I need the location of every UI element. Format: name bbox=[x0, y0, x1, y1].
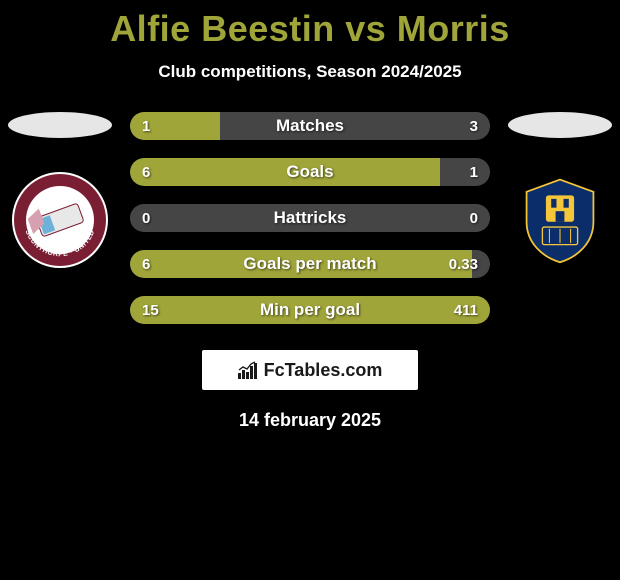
stat-label: Goals bbox=[130, 158, 490, 186]
shield-icon: SCUNTHORPE · UNITED bbox=[10, 170, 110, 270]
stat-value-left: 15 bbox=[142, 296, 159, 324]
stat-bar: Matches1 3 bbox=[130, 112, 490, 140]
left-player-column: SCUNTHORPE · UNITED bbox=[0, 112, 120, 270]
stat-bar: Min per goal15 411 bbox=[130, 296, 490, 324]
team-badge-left: SCUNTHORPE · UNITED bbox=[10, 170, 110, 270]
player-photo-placeholder-left bbox=[8, 112, 112, 138]
stat-value-left: 6 bbox=[142, 158, 150, 186]
stat-value-right: 411 bbox=[454, 296, 478, 324]
date-text: 14 february 2025 bbox=[0, 410, 620, 431]
stat-label: Hattricks bbox=[130, 204, 490, 232]
stat-label: Matches bbox=[130, 112, 490, 140]
brand-text: FcTables.com bbox=[264, 360, 383, 381]
subtitle: Club competitions, Season 2024/2025 bbox=[0, 62, 620, 82]
stat-value-left: 0 bbox=[142, 204, 150, 232]
stat-label: Min per goal bbox=[130, 296, 490, 324]
stat-bar: Goals6 1 bbox=[130, 158, 490, 186]
player-photo-placeholder-right bbox=[508, 112, 612, 138]
stat-label: Goals per match bbox=[130, 250, 490, 278]
right-player-column bbox=[500, 112, 620, 270]
shield-icon bbox=[516, 170, 604, 270]
bar-chart-icon bbox=[238, 361, 260, 379]
stat-bar: Goals per match6 0.33 bbox=[130, 250, 490, 278]
stat-value-right: 0.33 bbox=[449, 250, 478, 278]
brand-badge: FcTables.com bbox=[202, 350, 418, 390]
team-badge-right bbox=[510, 170, 610, 270]
stat-value-left: 6 bbox=[142, 250, 150, 278]
comparison-card: Alfie Beestin vs Morris Club competition… bbox=[0, 0, 620, 580]
stat-bar: Hattricks0 0 bbox=[130, 204, 490, 232]
stat-value-right: 0 bbox=[470, 204, 478, 232]
page-title: Alfie Beestin vs Morris bbox=[0, 0, 620, 50]
stat-value-right: 3 bbox=[470, 112, 478, 140]
stat-bars: Matches13Goals61Hattricks00Goals per mat… bbox=[130, 112, 490, 324]
stat-value-left: 1 bbox=[142, 112, 150, 140]
comparison-body: SCUNTHORPE · UNITED bbox=[0, 112, 620, 332]
stat-value-right: 1 bbox=[470, 158, 478, 186]
